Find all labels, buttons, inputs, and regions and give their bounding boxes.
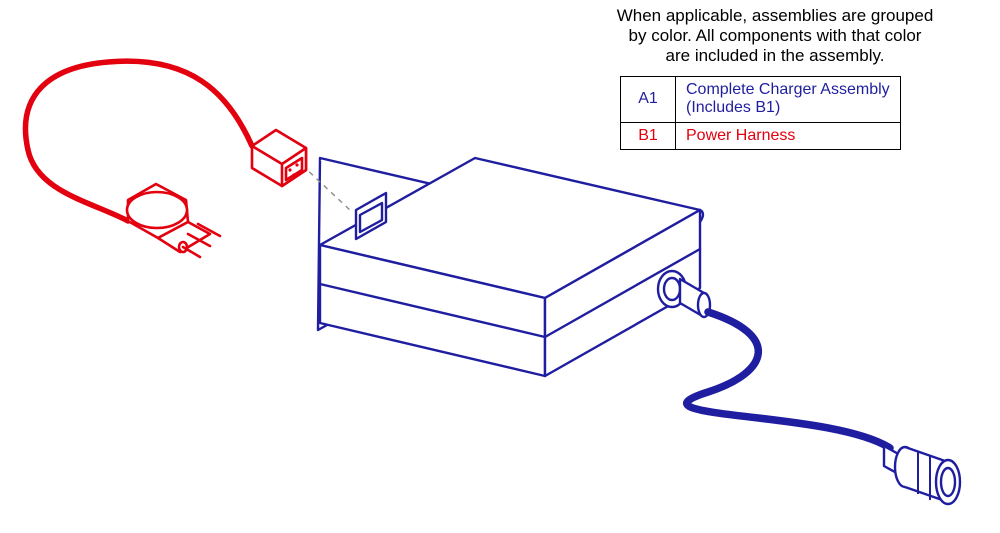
legend-code-a1: A1: [621, 77, 676, 123]
legend-label-b1: Power Harness: [676, 122, 901, 149]
caption-line3: are included in the assembly.: [666, 46, 885, 65]
output-cord: [687, 312, 890, 448]
diagram-canvas: When applicable, assemblies are grouped …: [0, 0, 1000, 533]
legend-row-a1: A1 Complete Charger Assembly (Includes B…: [621, 77, 901, 123]
caption: When applicable, assemblies are grouped …: [555, 6, 995, 66]
legend-code-b1: B1: [621, 122, 676, 149]
charger-output-port: [658, 271, 710, 317]
output-connector: [884, 446, 960, 504]
legend-table: A1 Complete Charger Assembly (Includes B…: [620, 76, 901, 150]
caption-line1: When applicable, assemblies are grouped: [617, 6, 934, 25]
legend-row-b1: B1 Power Harness: [621, 122, 901, 149]
legend-label-a1: Complete Charger Assembly (Includes B1): [676, 77, 901, 123]
wall-plug: [127, 184, 220, 257]
iec-connector: [252, 130, 306, 186]
caption-line2: by color. All components with that color: [629, 26, 922, 45]
